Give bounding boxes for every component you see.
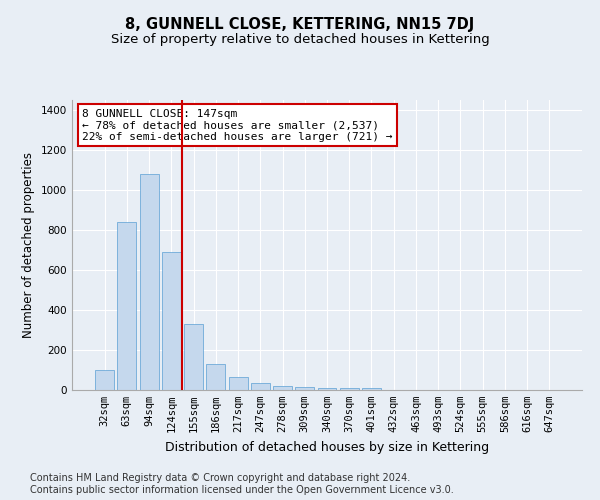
Text: 8 GUNNELL CLOSE: 147sqm
← 78% of detached houses are smaller (2,537)
22% of semi: 8 GUNNELL CLOSE: 147sqm ← 78% of detache… bbox=[82, 108, 392, 142]
Y-axis label: Number of detached properties: Number of detached properties bbox=[22, 152, 35, 338]
Bar bbox=[251, 383, 270, 390]
Bar bbox=[340, 388, 359, 390]
Text: 8, GUNNELL CLOSE, KETTERING, NN15 7DJ: 8, GUNNELL CLOSE, KETTERING, NN15 7DJ bbox=[125, 18, 475, 32]
Bar bbox=[140, 174, 158, 390]
Bar bbox=[162, 252, 181, 390]
Bar bbox=[95, 370, 114, 390]
Bar bbox=[118, 222, 136, 390]
Text: Size of property relative to detached houses in Kettering: Size of property relative to detached ho… bbox=[110, 32, 490, 46]
Bar bbox=[273, 386, 292, 390]
Bar bbox=[295, 387, 314, 390]
Bar bbox=[206, 364, 225, 390]
Bar bbox=[362, 388, 381, 390]
Bar bbox=[317, 388, 337, 390]
Bar bbox=[229, 377, 248, 390]
Text: Contains HM Land Registry data © Crown copyright and database right 2024.
Contai: Contains HM Land Registry data © Crown c… bbox=[30, 474, 454, 495]
X-axis label: Distribution of detached houses by size in Kettering: Distribution of detached houses by size … bbox=[165, 440, 489, 454]
Bar bbox=[184, 324, 203, 390]
